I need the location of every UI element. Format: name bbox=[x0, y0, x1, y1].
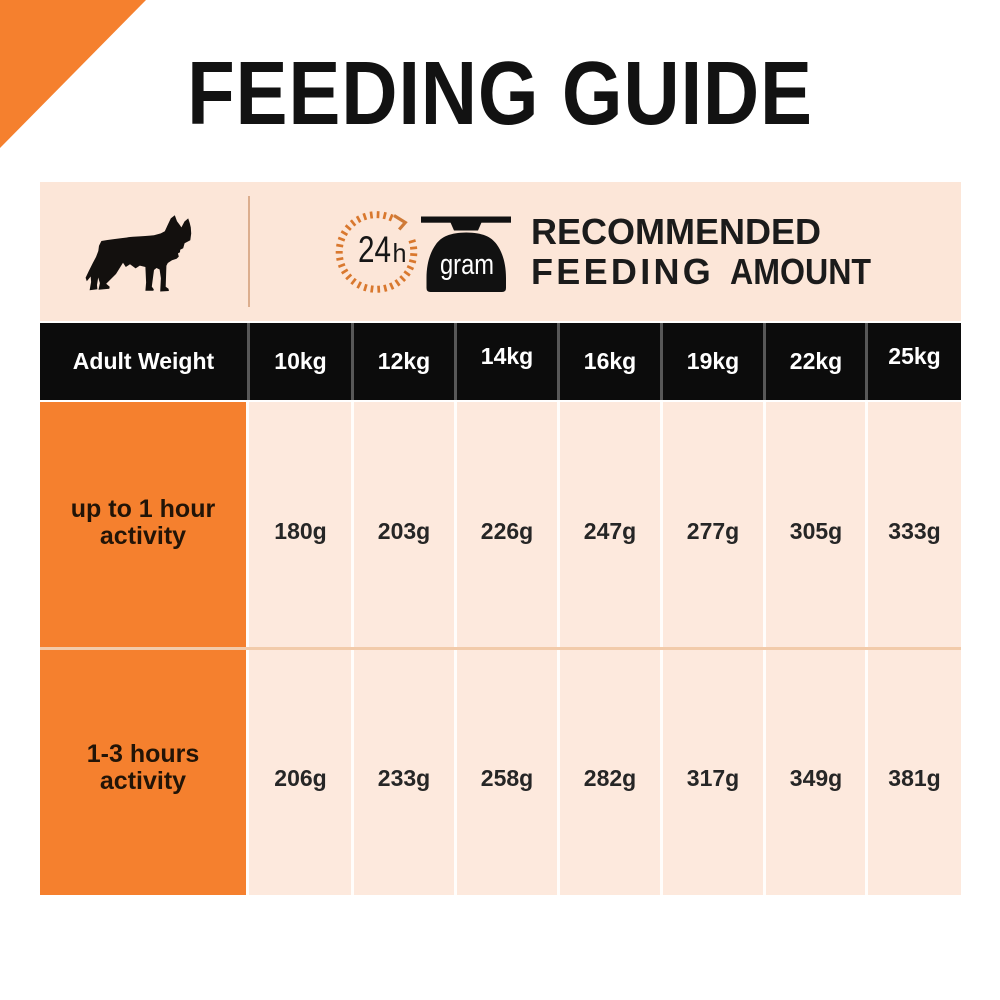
svg-text:FEEDING GUIDE: FEEDING GUIDE bbox=[187, 43, 813, 143]
svg-text:gram: gram bbox=[440, 249, 494, 281]
svg-text:h: h bbox=[393, 238, 407, 268]
svg-text:24: 24 bbox=[358, 229, 391, 270]
